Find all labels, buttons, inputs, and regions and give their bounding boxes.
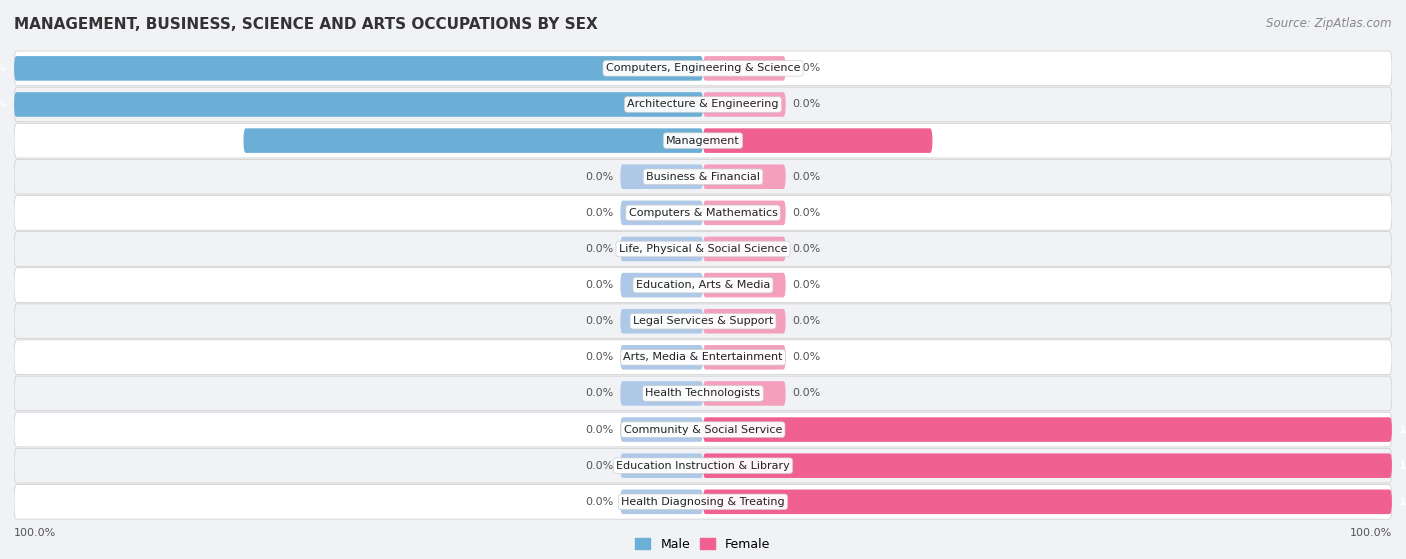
Legend: Male, Female: Male, Female <box>630 533 776 556</box>
FancyBboxPatch shape <box>14 485 1392 519</box>
Text: Education Instruction & Library: Education Instruction & Library <box>616 461 790 471</box>
FancyBboxPatch shape <box>14 231 1392 266</box>
FancyBboxPatch shape <box>703 273 786 297</box>
FancyBboxPatch shape <box>14 92 703 117</box>
FancyBboxPatch shape <box>703 236 786 261</box>
Text: 0.0%: 0.0% <box>585 244 613 254</box>
FancyBboxPatch shape <box>14 376 1392 411</box>
Text: 100.0%: 100.0% <box>1399 461 1406 471</box>
Text: Management: Management <box>666 136 740 145</box>
Text: 100.0%: 100.0% <box>1399 425 1406 434</box>
Text: 66.7%: 66.7% <box>198 136 236 145</box>
FancyBboxPatch shape <box>620 490 703 514</box>
Text: 0.0%: 0.0% <box>585 389 613 399</box>
Text: 0.0%: 0.0% <box>793 316 821 326</box>
Text: Computers, Engineering & Science: Computers, Engineering & Science <box>606 63 800 73</box>
Text: Education, Arts & Media: Education, Arts & Media <box>636 280 770 290</box>
FancyBboxPatch shape <box>620 273 703 297</box>
Text: Source: ZipAtlas.com: Source: ZipAtlas.com <box>1267 17 1392 30</box>
Text: 0.0%: 0.0% <box>585 352 613 362</box>
FancyBboxPatch shape <box>14 87 1392 122</box>
Text: 100.0%: 100.0% <box>1350 528 1392 538</box>
Text: 33.3%: 33.3% <box>939 136 977 145</box>
FancyBboxPatch shape <box>14 51 1392 86</box>
Text: Computers & Mathematics: Computers & Mathematics <box>628 208 778 218</box>
FancyBboxPatch shape <box>620 417 703 442</box>
Text: 0.0%: 0.0% <box>793 244 821 254</box>
Text: Health Technologists: Health Technologists <box>645 389 761 399</box>
Text: Arts, Media & Entertainment: Arts, Media & Entertainment <box>623 352 783 362</box>
Text: 100.0%: 100.0% <box>0 63 7 73</box>
Text: 0.0%: 0.0% <box>793 280 821 290</box>
FancyBboxPatch shape <box>703 201 786 225</box>
FancyBboxPatch shape <box>14 196 1392 230</box>
Text: 0.0%: 0.0% <box>585 461 613 471</box>
Text: Community & Social Service: Community & Social Service <box>624 425 782 434</box>
FancyBboxPatch shape <box>703 417 1392 442</box>
FancyBboxPatch shape <box>620 453 703 478</box>
FancyBboxPatch shape <box>703 453 1392 478</box>
Text: 0.0%: 0.0% <box>585 425 613 434</box>
FancyBboxPatch shape <box>703 381 786 406</box>
FancyBboxPatch shape <box>14 159 1392 194</box>
FancyBboxPatch shape <box>703 164 786 189</box>
FancyBboxPatch shape <box>14 56 703 80</box>
FancyBboxPatch shape <box>14 448 1392 483</box>
FancyBboxPatch shape <box>703 56 786 80</box>
Text: 0.0%: 0.0% <box>585 172 613 182</box>
FancyBboxPatch shape <box>620 164 703 189</box>
Text: Business & Financial: Business & Financial <box>645 172 761 182</box>
Text: Legal Services & Support: Legal Services & Support <box>633 316 773 326</box>
FancyBboxPatch shape <box>620 236 703 261</box>
FancyBboxPatch shape <box>703 309 786 334</box>
Text: 0.0%: 0.0% <box>793 389 821 399</box>
Text: 0.0%: 0.0% <box>793 352 821 362</box>
Text: 0.0%: 0.0% <box>793 100 821 110</box>
Text: Architecture & Engineering: Architecture & Engineering <box>627 100 779 110</box>
FancyBboxPatch shape <box>703 92 786 117</box>
Text: 0.0%: 0.0% <box>793 208 821 218</box>
FancyBboxPatch shape <box>703 345 786 369</box>
Text: Health Diagnosing & Treating: Health Diagnosing & Treating <box>621 497 785 507</box>
Text: 100.0%: 100.0% <box>14 528 56 538</box>
Text: 0.0%: 0.0% <box>585 208 613 218</box>
Text: 100.0%: 100.0% <box>0 100 7 110</box>
FancyBboxPatch shape <box>620 381 703 406</box>
FancyBboxPatch shape <box>14 124 1392 158</box>
Text: 0.0%: 0.0% <box>585 497 613 507</box>
Text: 100.0%: 100.0% <box>1399 497 1406 507</box>
FancyBboxPatch shape <box>620 309 703 334</box>
Text: Life, Physical & Social Science: Life, Physical & Social Science <box>619 244 787 254</box>
Text: 0.0%: 0.0% <box>793 63 821 73</box>
FancyBboxPatch shape <box>14 268 1392 302</box>
FancyBboxPatch shape <box>620 345 703 369</box>
FancyBboxPatch shape <box>703 129 932 153</box>
FancyBboxPatch shape <box>14 304 1392 339</box>
FancyBboxPatch shape <box>14 412 1392 447</box>
Text: 0.0%: 0.0% <box>585 280 613 290</box>
Text: MANAGEMENT, BUSINESS, SCIENCE AND ARTS OCCUPATIONS BY SEX: MANAGEMENT, BUSINESS, SCIENCE AND ARTS O… <box>14 17 598 32</box>
Text: 0.0%: 0.0% <box>585 316 613 326</box>
FancyBboxPatch shape <box>620 201 703 225</box>
FancyBboxPatch shape <box>703 490 1392 514</box>
Text: 0.0%: 0.0% <box>793 172 821 182</box>
FancyBboxPatch shape <box>243 129 703 153</box>
FancyBboxPatch shape <box>14 340 1392 375</box>
